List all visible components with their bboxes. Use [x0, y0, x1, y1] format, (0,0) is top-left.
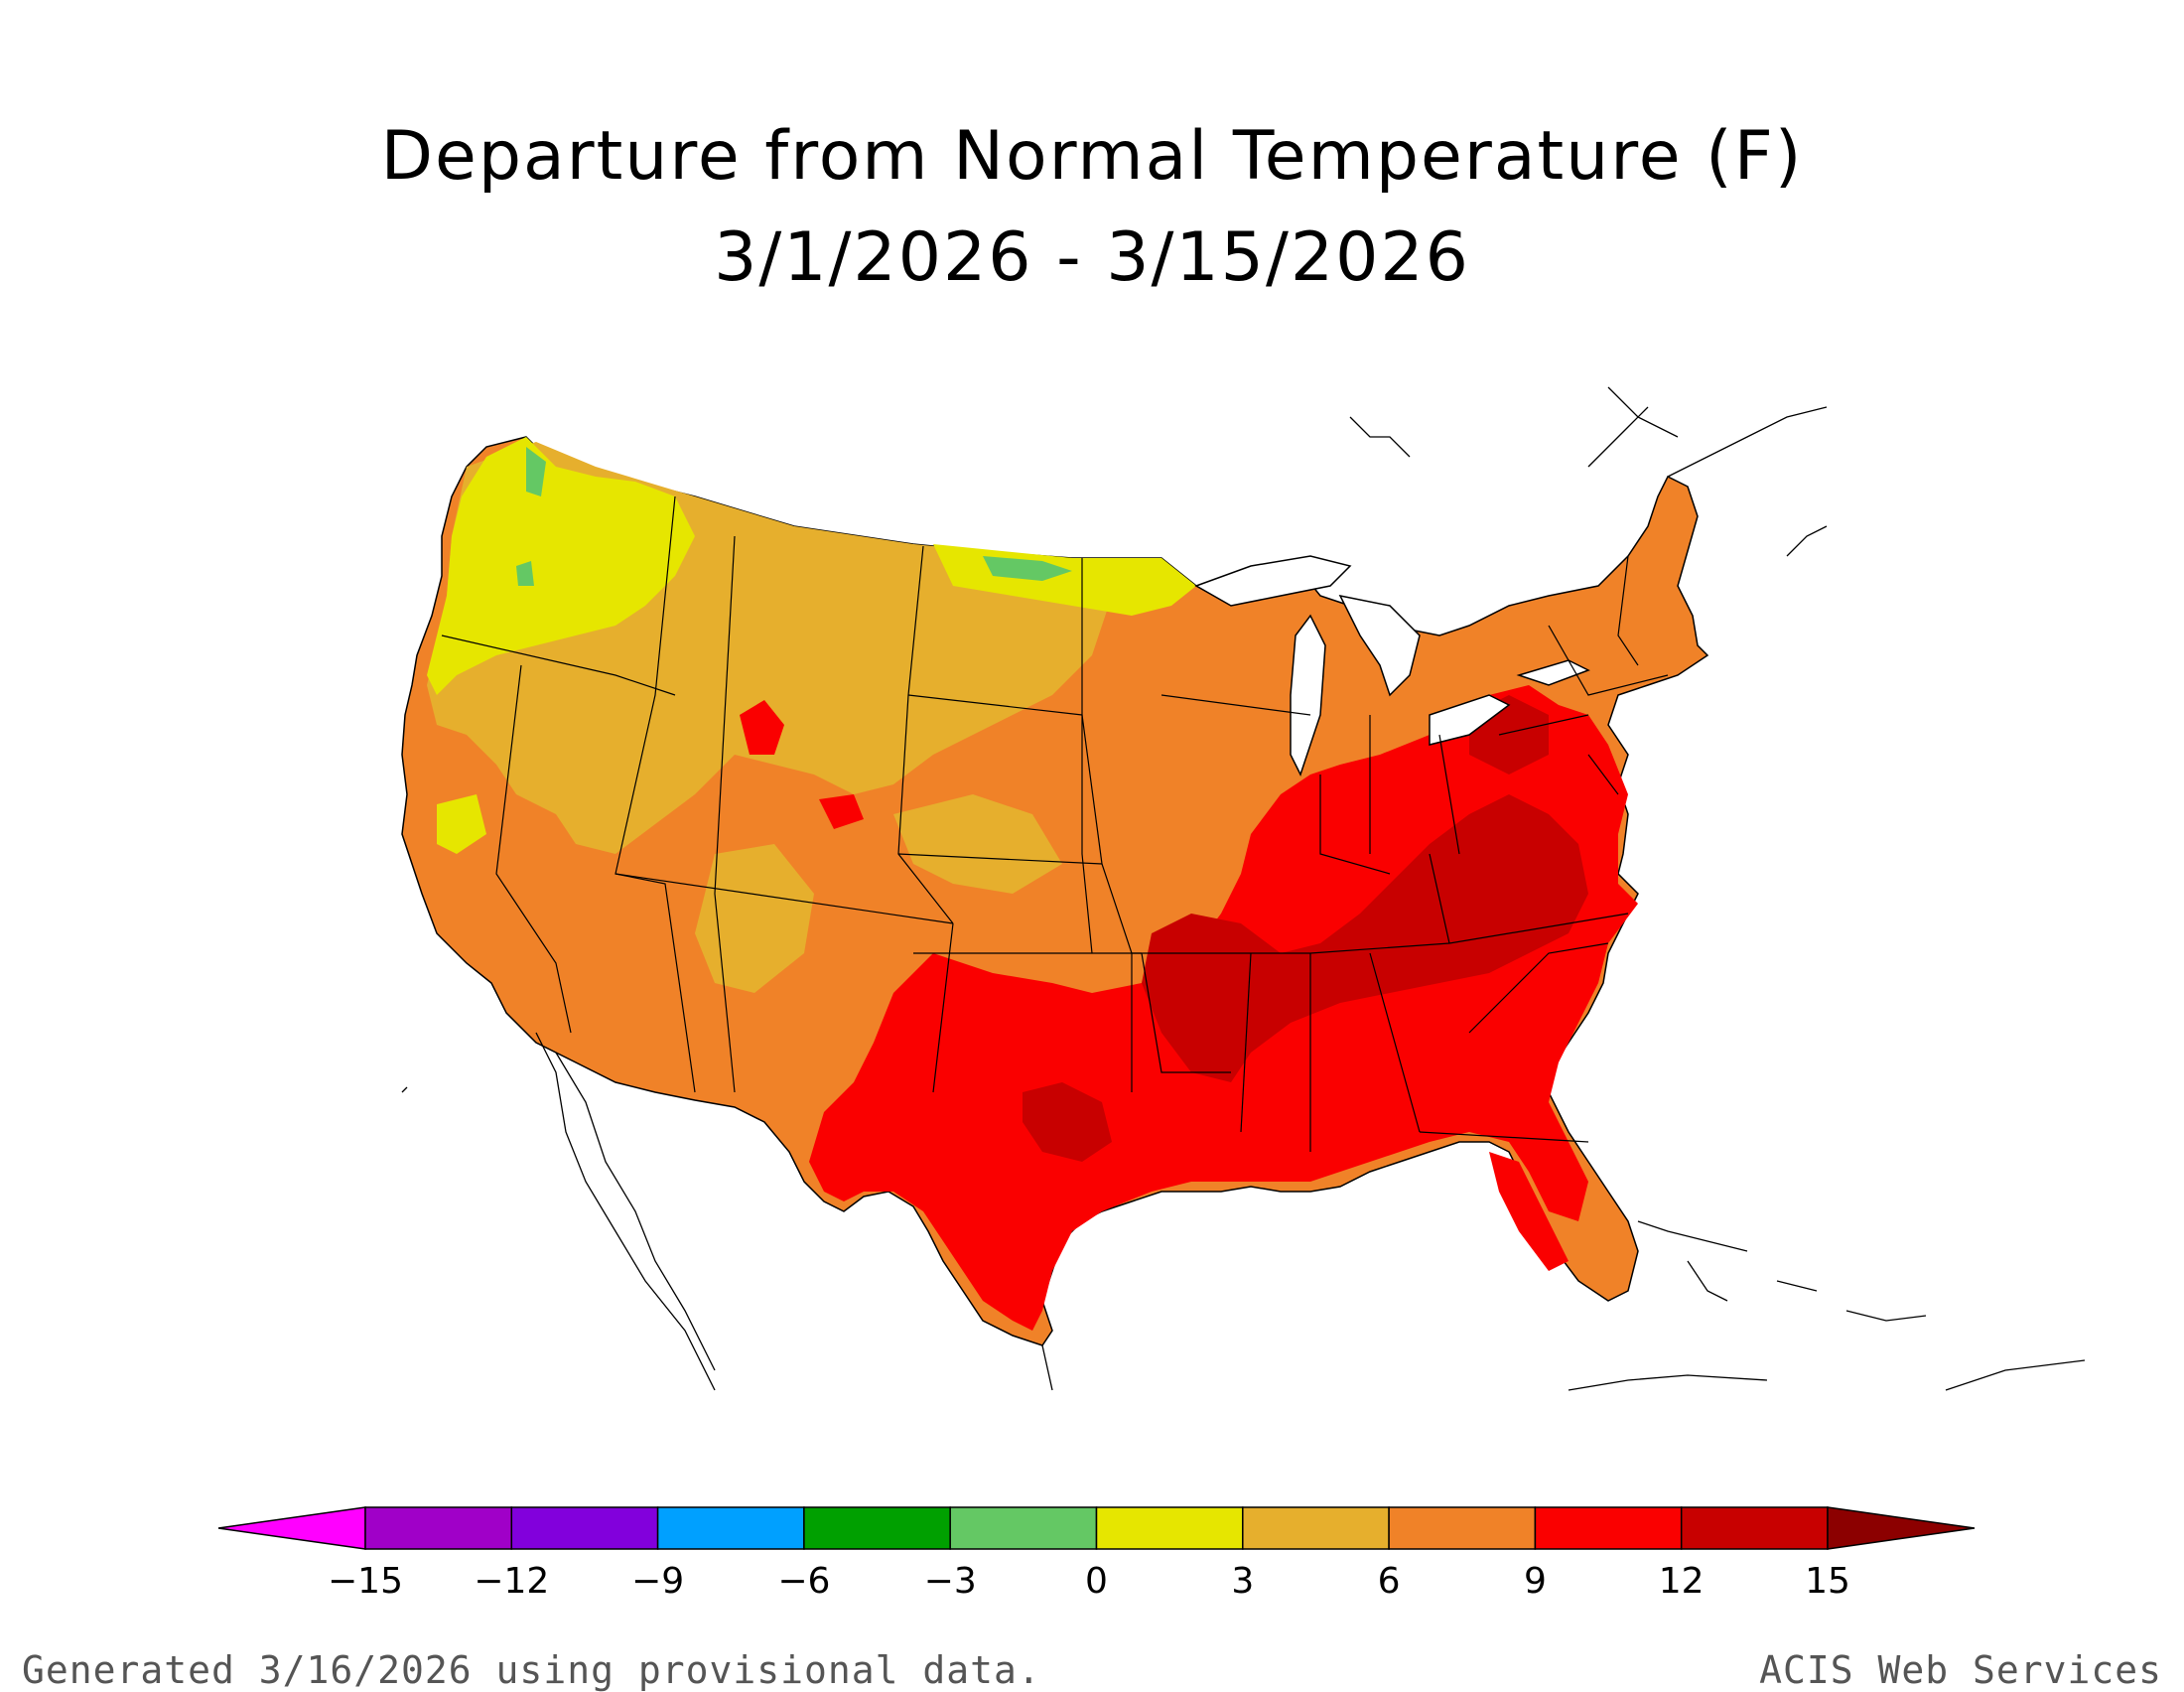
- legend-tick-label: −9: [631, 1561, 684, 1602]
- region-neg3-0-oregon: [516, 561, 534, 586]
- great-lakes: [1194, 555, 1590, 776]
- region-0-3-nevada: [437, 794, 486, 854]
- legend-tick-label: 0: [1085, 1561, 1108, 1602]
- region-neg3-0-north-dakota: [983, 556, 1072, 581]
- legend-tick-label: 9: [1524, 1561, 1547, 1602]
- legend-tick-label: −6: [777, 1561, 830, 1602]
- region-12-15-texas: [1023, 1082, 1112, 1162]
- region-9-12-florida: [1489, 1152, 1569, 1271]
- region-9-12-colorado: [819, 794, 864, 829]
- legend-swatch: [1242, 1506, 1390, 1550]
- legend-tick-labels: −15 −12 −9 −6 −3 0 3 6 9 12 15: [328, 1561, 1850, 1602]
- legend-swatch: [1534, 1506, 1683, 1550]
- legend-arrow-low: [217, 1506, 366, 1550]
- generated-note: Generated 3/16/2026 using provisional da…: [22, 1648, 1041, 1692]
- legend-tick-label: −3: [924, 1561, 977, 1602]
- region-neg3-0-washington: [526, 447, 546, 496]
- legend-tick-label: 12: [1659, 1561, 1705, 1602]
- legend-swatch: [510, 1506, 659, 1550]
- legend-swatch: [1388, 1506, 1537, 1550]
- date-range-subtitle: 3/1/2026 - 3/15/2026: [714, 218, 1470, 297]
- region-9-12-wyoming: [740, 700, 784, 755]
- legend-tick-label: −15: [328, 1561, 403, 1602]
- state-boundaries: [441, 495, 1669, 1152]
- legend-bar: [217, 1506, 1976, 1550]
- legend-swatch: [1095, 1506, 1244, 1550]
- legend-swatch: [656, 1506, 805, 1550]
- map-title: Departure from Normal Temperature (F): [380, 117, 1804, 196]
- region-3-6-plains: [893, 794, 1062, 894]
- context-coastlines: [401, 386, 2086, 1391]
- region-12-15-core: [1142, 794, 1588, 1082]
- source-credit: ACIS Web Services: [1759, 1648, 2162, 1692]
- region-0-3-pacific-nw: [427, 437, 695, 695]
- legend-tick-label: 6: [1378, 1561, 1401, 1602]
- legend-tick-label: 3: [1231, 1561, 1254, 1602]
- region-3-6-southwest: [695, 844, 814, 993]
- legend-tick-label: 15: [1805, 1561, 1850, 1602]
- legend-tick-label: −12: [474, 1561, 549, 1602]
- legend-swatch: [364, 1506, 513, 1550]
- legend-swatch: [803, 1506, 951, 1550]
- legend-swatch: [1680, 1506, 1829, 1550]
- legend-arrow-high: [1827, 1506, 1976, 1550]
- legend-swatch: [949, 1506, 1098, 1550]
